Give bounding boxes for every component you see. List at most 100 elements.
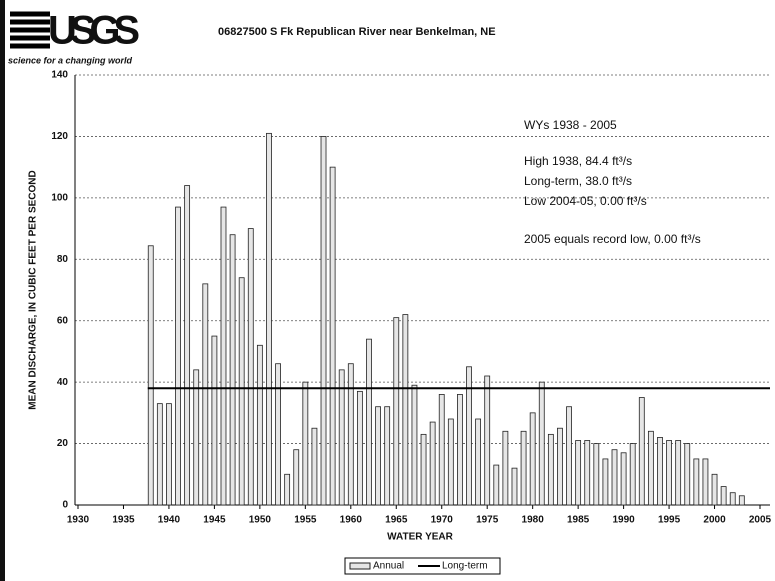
bar: [193, 369, 200, 506]
annotation: Low 2004-05, 0.00 ft³/s: [524, 194, 647, 208]
bar: [475, 418, 482, 506]
bar: [184, 185, 191, 506]
annotation: 2005 equals record low, 0.00 ft³/s: [524, 232, 701, 246]
bar: [156, 403, 163, 506]
chart-title: 06827500 S Fk Republican River near Benk…: [218, 26, 496, 38]
bar: [720, 486, 727, 506]
bar: [547, 433, 554, 506]
bar: [220, 206, 227, 506]
x-tick-label: 1930: [67, 515, 90, 526]
x-tick-label: 1975: [476, 515, 499, 526]
x-tick-label: 1970: [431, 515, 454, 526]
bar: [329, 166, 336, 506]
bar: [320, 136, 327, 506]
x-tick-label: 1935: [112, 515, 135, 526]
y-tick-label: 0: [62, 500, 68, 511]
bar: [566, 406, 572, 506]
bar: [693, 458, 700, 506]
y-tick-label: 40: [57, 377, 69, 388]
bar: [638, 397, 645, 506]
bar: [457, 394, 463, 506]
bar: [629, 443, 636, 506]
bar: [347, 363, 354, 506]
bar: [675, 440, 682, 506]
legend-label: Long-term: [442, 561, 488, 572]
bar: [211, 335, 218, 506]
bar: [238, 277, 245, 506]
bar: [202, 283, 209, 506]
x-tick-label: 1955: [294, 515, 317, 526]
bar: [466, 366, 472, 506]
legend-label: Annual: [373, 561, 404, 572]
y-tick-label: 100: [51, 192, 68, 203]
y-tick-label: 60: [57, 315, 69, 326]
bar: [438, 394, 445, 506]
bar: [538, 381, 545, 506]
bar: [702, 458, 709, 506]
bar: [557, 427, 563, 506]
bar: [284, 473, 291, 506]
bar: [511, 467, 518, 506]
bar: [266, 132, 272, 506]
bar: [256, 344, 263, 506]
logo-text: USGS: [48, 9, 140, 53]
bar: [356, 390, 363, 506]
bar: [366, 338, 372, 506]
bar: [520, 430, 527, 506]
x-tick-label: 1940: [158, 515, 181, 526]
bar: [529, 412, 536, 506]
x-tick-label: 1995: [658, 515, 681, 526]
bar: [447, 418, 454, 506]
bar: [411, 384, 418, 506]
legend-swatch: [349, 562, 371, 570]
x-tick-label: 2005: [749, 515, 772, 526]
bar: [484, 375, 491, 506]
bar: [611, 449, 618, 506]
y-tick-label: 120: [51, 131, 68, 142]
edge-strip: [0, 0, 5, 581]
x-axis-label: WATER YEAR: [387, 532, 454, 543]
x-tick-label: 1945: [203, 515, 226, 526]
annotation: Long-term, 38.0 ft³/s: [524, 174, 632, 188]
bar: [229, 234, 236, 506]
x-tick-label: 1985: [567, 515, 590, 526]
bar: [493, 464, 500, 506]
bar: [684, 443, 691, 506]
bar: [393, 317, 400, 506]
bar: [711, 473, 718, 506]
bar: [666, 440, 672, 506]
annotation: WYs 1938 - 2005: [524, 118, 617, 132]
x-tick-label: 2000: [703, 515, 726, 526]
y-tick-label: 80: [57, 254, 69, 265]
bar: [593, 443, 600, 506]
x-tick-label: 1965: [385, 515, 408, 526]
logo-tagline: science for a changing world: [8, 55, 133, 65]
bar: [602, 458, 609, 506]
x-tick-label: 1980: [522, 515, 545, 526]
bar: [420, 433, 427, 506]
y-axis-label: MEAN DISCHARGE, IN CUBIC FEET PER SECOND: [28, 170, 39, 409]
bar: [402, 314, 409, 506]
bar: [647, 430, 654, 506]
bar: [620, 452, 627, 506]
bar: [338, 369, 345, 506]
x-tick-label: 1990: [612, 515, 635, 526]
bar: [729, 492, 736, 506]
bar: [275, 363, 281, 506]
bar: [375, 406, 381, 506]
bar: [429, 421, 436, 506]
bar: [166, 403, 172, 506]
logo: USGS science for a changing world: [8, 9, 140, 66]
bar: [738, 495, 745, 506]
y-tick-label: 20: [57, 438, 69, 449]
annotation: High 1938, 84.4 ft³/s: [524, 154, 632, 168]
x-tick-label: 1950: [249, 515, 272, 526]
y-tick-label: 140: [51, 70, 68, 81]
bar: [584, 440, 591, 506]
bar: [657, 437, 663, 506]
bar: [575, 440, 582, 506]
bar: [502, 430, 509, 506]
bar: [384, 406, 391, 506]
bar: [311, 427, 318, 506]
